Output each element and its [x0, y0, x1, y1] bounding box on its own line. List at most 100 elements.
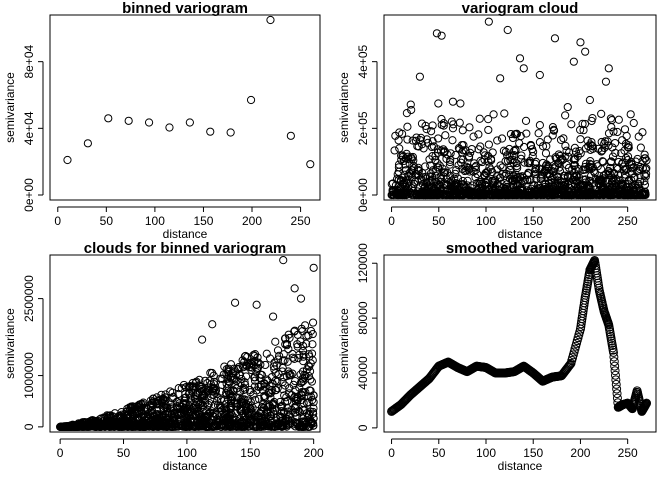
- x-tick-label: 200: [570, 214, 590, 228]
- x-tick-label: 50: [117, 446, 131, 460]
- data-point: [560, 171, 569, 180]
- data-point: [621, 165, 631, 175]
- data-point: [258, 402, 267, 412]
- chart-title: binned variogram: [122, 0, 248, 17]
- data-point: [554, 180, 563, 190]
- data-point: [206, 368, 215, 377]
- plot-frame: [49, 254, 321, 433]
- data-point: [270, 365, 279, 374]
- data-point: [618, 179, 627, 188]
- data-point: [205, 376, 214, 385]
- data-point: [580, 190, 589, 199]
- data-point: [599, 157, 608, 166]
- data-point: [241, 351, 250, 361]
- data-point: [212, 420, 221, 430]
- data-point: [548, 190, 557, 200]
- data-point: [239, 386, 248, 395]
- y-axis-label: semivariance: [337, 308, 351, 379]
- x-tick-label: 100: [476, 214, 496, 228]
- data-point: [465, 167, 474, 176]
- x-tick-label: 150: [240, 446, 260, 460]
- data-point: [172, 397, 182, 406]
- data-point: [555, 151, 565, 161]
- data-point: [476, 142, 485, 151]
- data-point: [282, 393, 291, 402]
- data-point: [305, 411, 314, 420]
- data-point: [437, 31, 446, 40]
- data-point: [609, 357, 619, 367]
- data-point: [308, 340, 317, 349]
- data-point: [294, 353, 303, 363]
- data-point: [250, 376, 260, 385]
- data-point: [599, 171, 608, 180]
- data-point: [240, 378, 249, 387]
- data-point: [101, 422, 110, 431]
- data-point: [198, 413, 207, 423]
- data-point: [451, 169, 460, 179]
- data-point: [569, 190, 578, 199]
- data-point: [206, 127, 215, 136]
- y-tick-label: 2e+05: [356, 111, 370, 145]
- x-tick-label: 250: [618, 214, 638, 228]
- data-point: [590, 168, 599, 178]
- data-point: [599, 174, 608, 183]
- data-point: [530, 180, 539, 190]
- data-point: [597, 188, 607, 197]
- data-point: [124, 116, 133, 125]
- data-point: [458, 164, 467, 174]
- x-tick-label: 100: [476, 446, 496, 460]
- data-point: [480, 170, 489, 180]
- data-point: [620, 173, 629, 183]
- data-point: [286, 131, 295, 140]
- data-point: [557, 190, 566, 199]
- data-point: [564, 360, 574, 370]
- x-tick-label: 50: [432, 446, 446, 460]
- data-point: [636, 143, 645, 152]
- x-tick-label: 150: [193, 214, 213, 228]
- data-point: [417, 176, 426, 185]
- data-point: [610, 370, 620, 380]
- data-point: [484, 115, 493, 124]
- data-point: [427, 127, 436, 136]
- data-point: [293, 419, 302, 428]
- data-point: [509, 171, 518, 180]
- data-point: [201, 413, 210, 423]
- data-point: [397, 182, 406, 192]
- data-point: [305, 352, 314, 361]
- data-point: [613, 127, 622, 137]
- data-point: [570, 173, 579, 182]
- data-point: [504, 190, 514, 199]
- data-point: [601, 189, 610, 198]
- data-point: [216, 387, 225, 396]
- data-point: [304, 392, 313, 401]
- data-point: [598, 157, 607, 166]
- data-point: [225, 422, 234, 431]
- data-point: [234, 363, 243, 372]
- data-point: [280, 418, 289, 427]
- data-point: [63, 155, 72, 165]
- data-point: [497, 134, 507, 143]
- y-tick-label: 4e+05: [356, 44, 370, 78]
- x-tick-label: 50: [100, 214, 114, 228]
- data-point: [594, 144, 603, 153]
- data-point: [194, 398, 203, 407]
- data-point: [522, 129, 531, 138]
- data-point: [306, 160, 315, 169]
- data-point: [614, 115, 623, 124]
- data-point: [576, 135, 585, 144]
- data-point: [555, 163, 564, 172]
- data-point: [229, 375, 238, 384]
- data-point: [83, 422, 92, 431]
- data-point: [197, 383, 206, 392]
- x-tick-label: 100: [145, 214, 165, 228]
- data-point: [199, 387, 208, 396]
- data-point: [226, 393, 236, 402]
- data-point: [244, 401, 253, 410]
- data-point: [185, 118, 194, 127]
- data-point: [519, 64, 528, 73]
- data-point: [285, 333, 294, 343]
- data-point: [610, 361, 620, 371]
- data-point: [581, 144, 591, 153]
- data-point: [640, 150, 649, 159]
- data-point: [306, 407, 315, 416]
